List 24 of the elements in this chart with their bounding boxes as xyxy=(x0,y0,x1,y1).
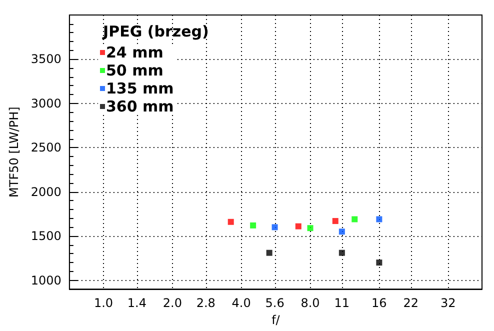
x-tick-label: 5.6 xyxy=(265,296,284,310)
legend-label: 50 mm xyxy=(106,62,164,80)
x-tick-label: 4.0 xyxy=(232,296,251,310)
y-axis-title: MTF50 [LW/PH] xyxy=(7,106,21,198)
x-tick-label: 16 xyxy=(372,296,387,310)
x-tick-label: 1.0 xyxy=(94,296,114,310)
legend-label: 360 mm xyxy=(106,98,174,116)
legend-title: JPEG (brzeg) xyxy=(102,22,209,40)
x-tick-label: 11 xyxy=(334,296,350,310)
x-tick-label: 8.0 xyxy=(300,296,320,310)
y-tick-label: 1000 xyxy=(30,273,62,288)
y-tick-label: 1500 xyxy=(30,229,62,244)
y-tick-label: 2500 xyxy=(30,140,62,155)
y-tick-label: 3000 xyxy=(30,96,62,110)
x-tick-label: 1.4 xyxy=(127,296,146,310)
x-axis-title: f/ xyxy=(272,313,281,327)
x-tick-label: 2.0 xyxy=(162,296,182,310)
x-tick-label: 2.8 xyxy=(196,296,216,310)
y-tick-label: 2000 xyxy=(30,184,62,199)
legend-label: 135 mm xyxy=(106,80,174,98)
legend-label: 24 mm xyxy=(106,44,164,62)
x-tick-label: 32 xyxy=(440,296,456,310)
x-tick-label: 22 xyxy=(403,296,418,310)
y-tick-label: 3500 xyxy=(30,52,62,66)
